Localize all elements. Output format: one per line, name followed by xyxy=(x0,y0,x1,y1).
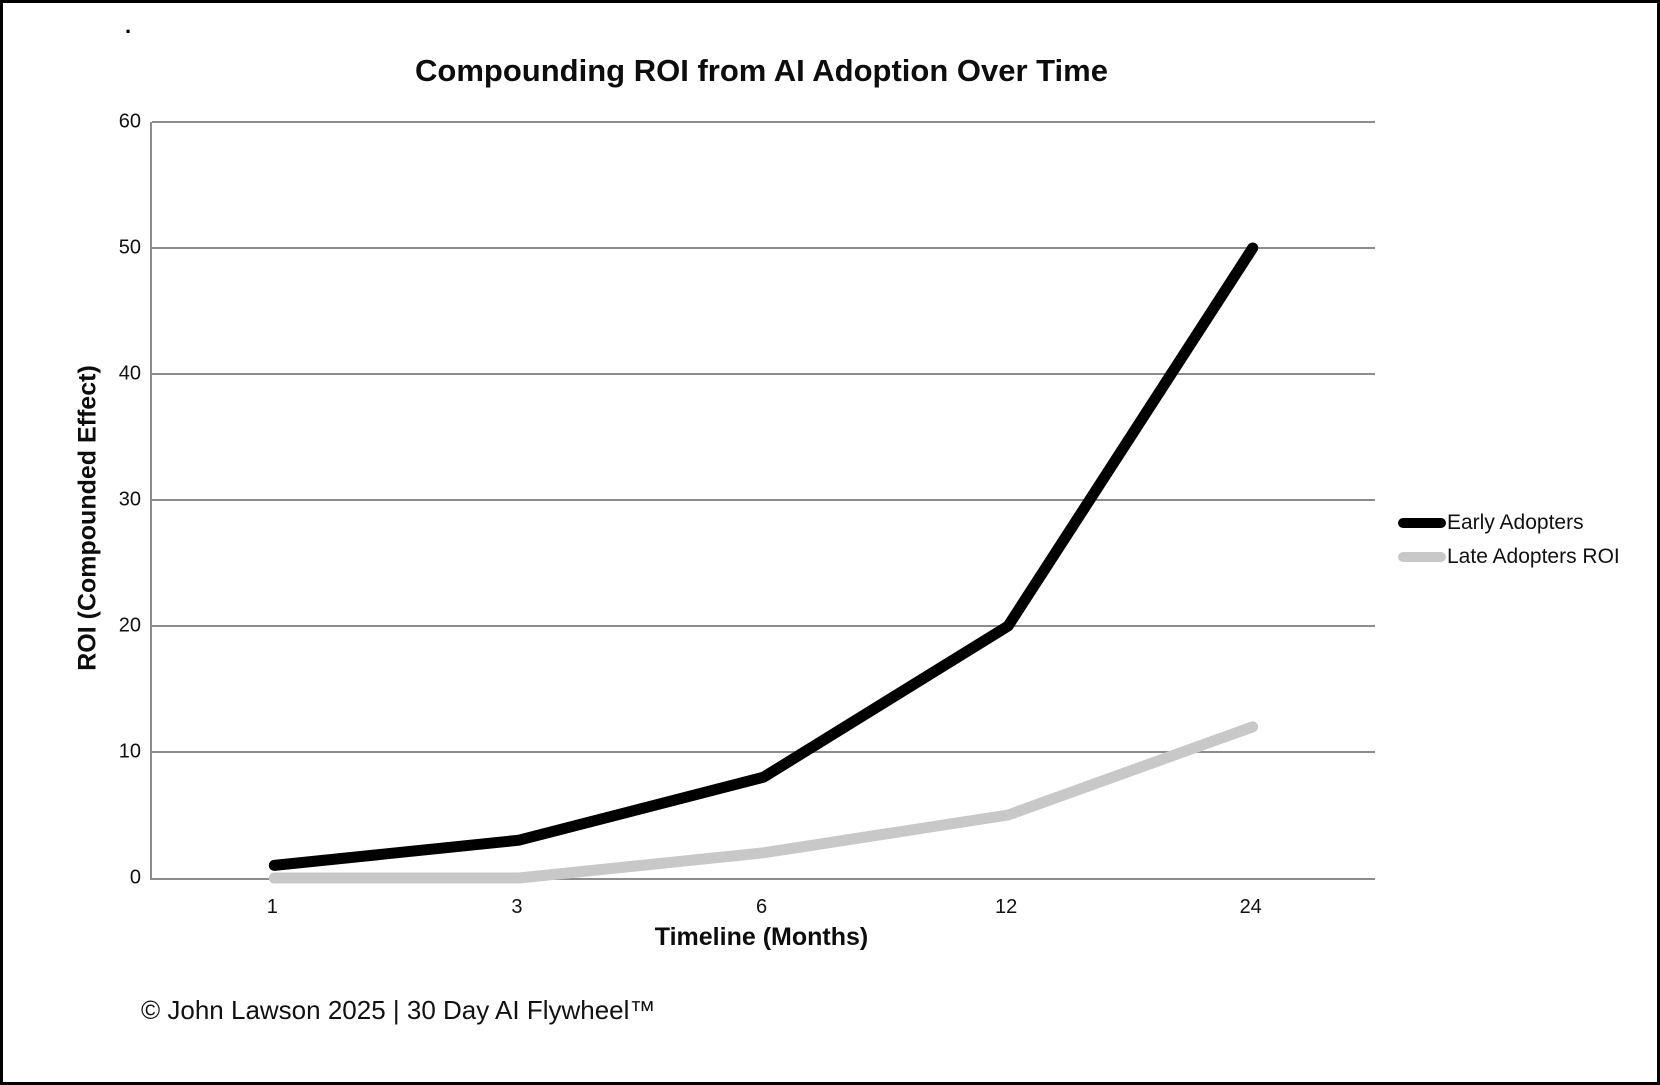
y-tick-label: 10 xyxy=(118,740,141,763)
legend-label-early-adopters: Early Adopters xyxy=(1447,511,1584,534)
series-line-early-adopters xyxy=(268,242,1259,871)
copyright-footer: © John Lawson 2025 | 30 Day AI Flywheel™ xyxy=(141,995,656,1025)
x-tick-label: 3 xyxy=(511,896,523,918)
gridline-y-10 xyxy=(152,751,1375,753)
y-tick-label: 60 xyxy=(118,110,141,133)
series-lines xyxy=(268,242,1259,884)
y-axis-tick-labels: 0 10 20 30 40 50 60 xyxy=(31,111,141,889)
legend-label-late-adopters: Late Adopters ROI xyxy=(1447,545,1620,568)
x-tick-label: 6 xyxy=(755,896,768,918)
x-tick-label: 12 xyxy=(994,896,1018,918)
x-tick-label: 1 xyxy=(266,896,278,918)
y-tick-label: 0 xyxy=(129,866,141,889)
stray-dot-text: . xyxy=(125,13,132,38)
gridline-y-20 xyxy=(152,625,1375,627)
gridline-y-30 xyxy=(152,499,1375,501)
y-tick-label: 30 xyxy=(118,488,141,511)
gridline-y-50 xyxy=(152,247,1375,249)
gridline-y-60 xyxy=(152,121,1375,123)
x-axis-title: Timeline (Months) xyxy=(654,923,869,951)
legend-item-early-adopters: Early Adopters xyxy=(1398,511,1620,535)
y-tick-label: 20 xyxy=(118,614,141,637)
x-axis-tick-labels: 1 3 6 12 24 xyxy=(150,896,1373,922)
gridline-y-40 xyxy=(152,373,1375,375)
legend: Early Adopters Late Adopters ROI xyxy=(1398,511,1620,579)
x-tick-label: 24 xyxy=(1239,896,1262,918)
early-adopters-line-marker xyxy=(1398,518,1446,528)
plot-area xyxy=(150,121,1375,884)
legend-item-late-adopters: Late Adopters ROI xyxy=(1398,545,1620,569)
y-tick-label: 40 xyxy=(118,362,141,385)
late-adopters-line-marker xyxy=(1398,552,1446,562)
series-line-late-adopters-roi xyxy=(268,721,1259,884)
y-tick-label: 50 xyxy=(118,236,141,259)
chart-title: Compounding ROI from AI Adoption Over Ti… xyxy=(415,53,1108,88)
